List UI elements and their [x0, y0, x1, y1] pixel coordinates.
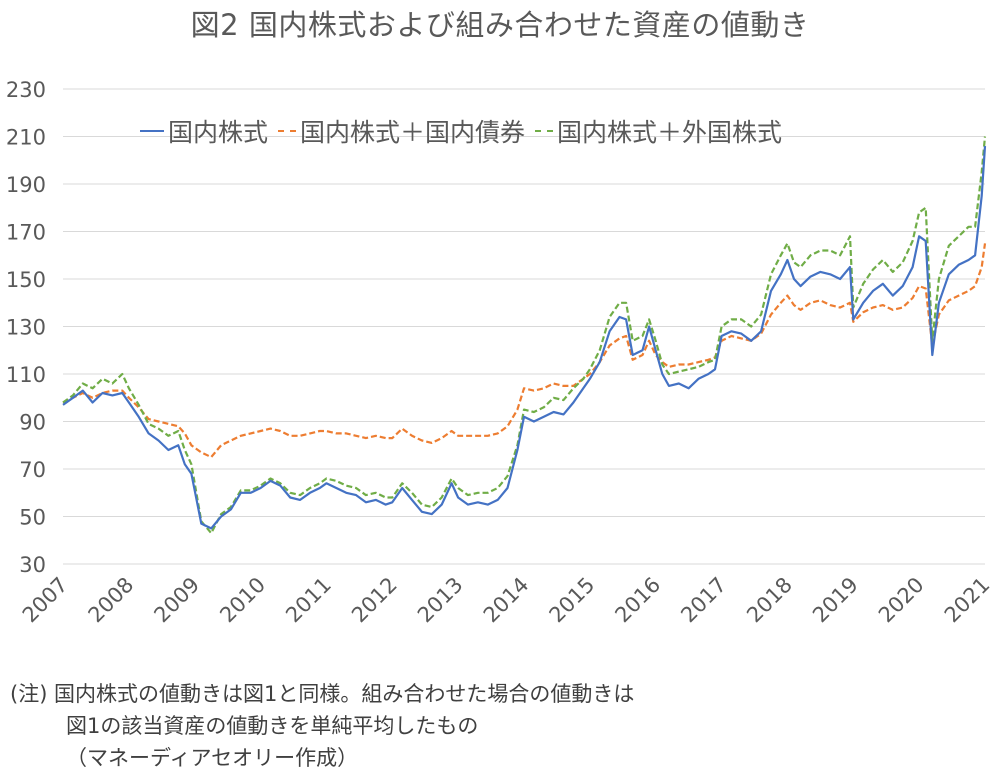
x-tick-label: 2010	[215, 573, 270, 628]
y-tick-label: 30	[19, 553, 46, 577]
x-tick-label: 2007	[18, 573, 73, 628]
x-axis-ticks: 2007 2008 2009 2010 2011 2012 2013 2014 2015 2016…	[18, 573, 995, 628]
x-tick-label: 2012	[347, 573, 402, 628]
x-tick-label: 2009	[149, 573, 204, 628]
legend-swatch-solid-icon	[140, 130, 164, 132]
legend-swatch-dashed-icon	[535, 130, 554, 132]
x-tick-label: 2021	[940, 573, 995, 628]
y-tick-label: 150	[6, 268, 46, 292]
legend-label: 国内株式	[168, 118, 269, 147]
y-tick-label: 190	[6, 173, 46, 197]
x-tick-label: 2014	[479, 573, 534, 628]
x-tick-label: 2017	[676, 573, 731, 628]
series-lines	[62, 136, 987, 535]
legend-label: 国内株式＋外国株式	[557, 118, 783, 147]
x-tick-label: 2016	[610, 573, 665, 628]
x-tick-label: 2015	[545, 573, 600, 628]
gridlines	[63, 88, 985, 565]
line-domestic-stock	[62, 145, 987, 530]
legend-swatch-dashed-icon	[278, 130, 297, 132]
footnotes: (注) 国内株式の値動きは図1と同様。組み合わせた場合の値動きは 図1の該当資産…	[10, 678, 634, 774]
y-tick-label: 70	[19, 458, 46, 482]
x-tick-label: 2011	[281, 573, 336, 628]
y-tick-label: 90	[19, 411, 46, 435]
legend-item-domestic-stock: 国内株式	[140, 113, 268, 149]
legend: 国内株式 国内株式＋国内債券 国内株式＋外国株式	[140, 113, 792, 149]
note-line-1: (注) 国内株式の値動きは図1と同様。組み合わせた場合の値動きは	[10, 682, 635, 706]
x-tick-label: 2013	[413, 573, 468, 628]
y-tick-label: 50	[19, 506, 46, 530]
y-tick-label: 210	[6, 126, 46, 150]
legend-label: 国内株式＋国内債券	[300, 118, 526, 147]
y-tick-label: 230	[6, 78, 46, 102]
x-tick-label: 2008	[84, 573, 139, 628]
y-tick-label: 170	[6, 221, 46, 245]
x-tick-label: 2018	[742, 573, 797, 628]
note-line-3: （マネーディアセオリー作成）	[66, 746, 359, 770]
x-tick-label: 2019	[808, 573, 863, 628]
y-axis-ticks: 30 50 70 90 110 130 150 170 190 210 230	[6, 78, 46, 577]
y-tick-label: 110	[6, 363, 46, 387]
x-tick-label: 2020	[874, 573, 929, 628]
legend-item-stock-plus-bond: 国内株式＋国内債券	[278, 113, 525, 149]
line-stock-plus-foreign	[62, 136, 987, 535]
note-line-2: 図1の該当資産の値動きを単純平均したもの	[66, 714, 479, 738]
line-stock-plus-bond	[62, 243, 987, 459]
y-tick-label: 130	[6, 316, 46, 340]
legend-item-stock-plus-foreign: 国内株式＋外国株式	[535, 113, 782, 149]
chart-title: 図2 国内株式および組み合わせた資産の値動き	[190, 8, 810, 42]
